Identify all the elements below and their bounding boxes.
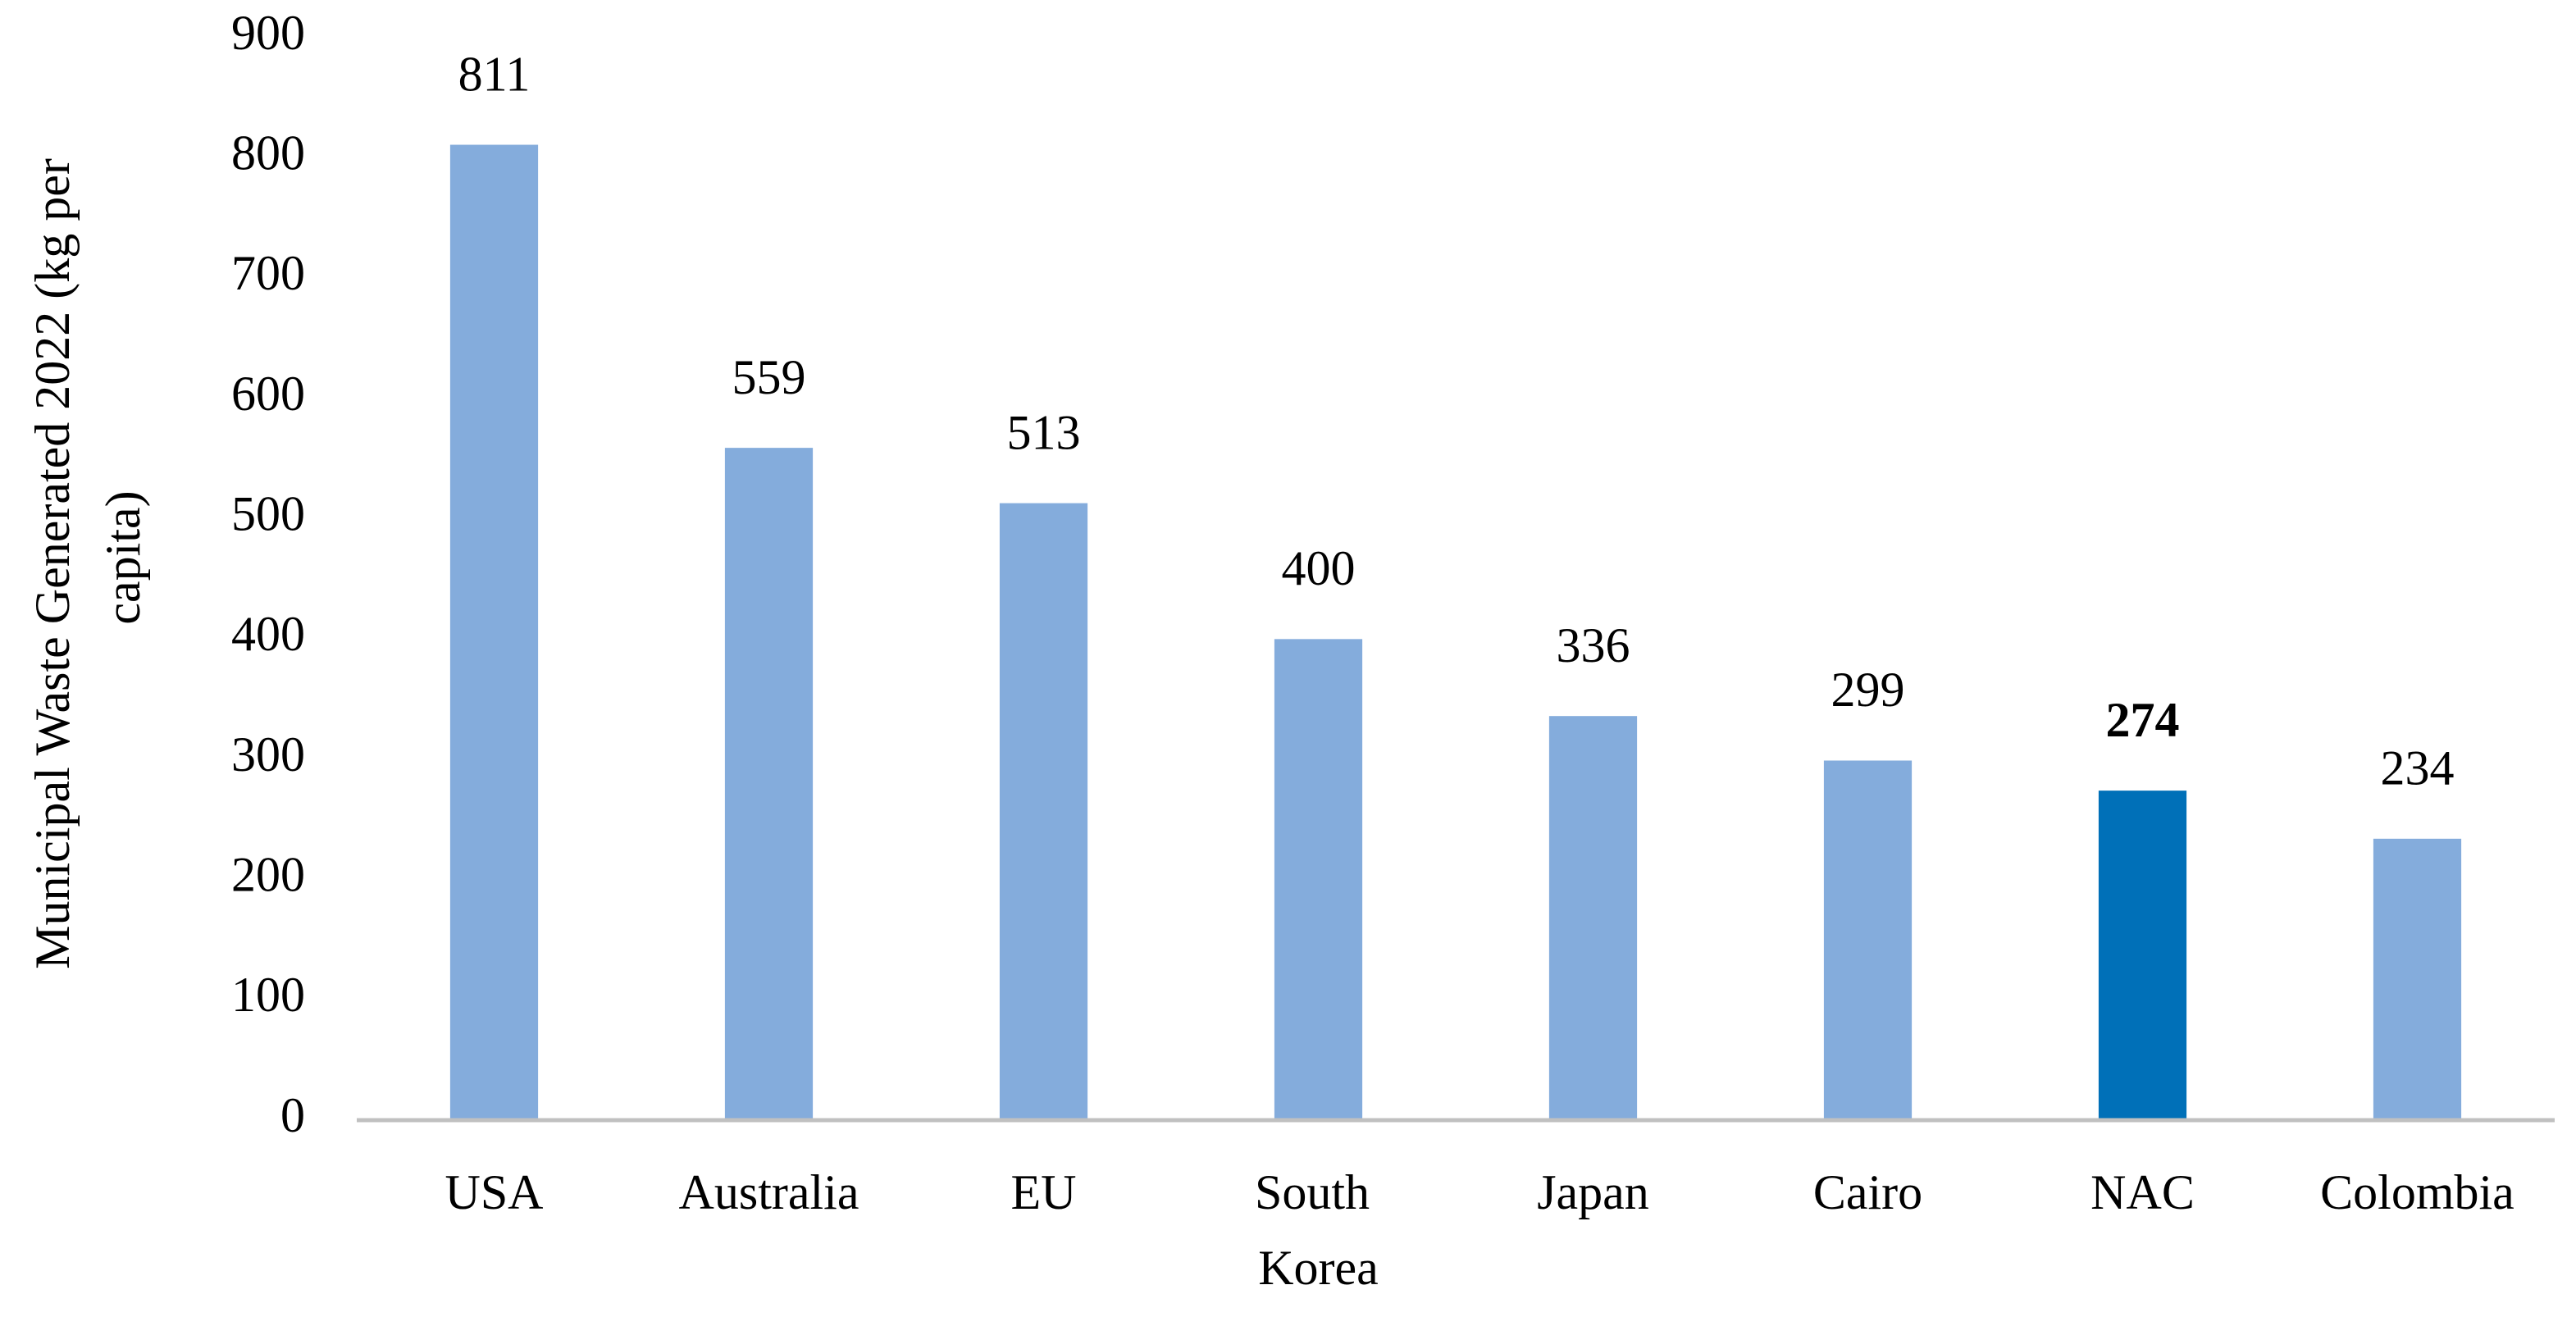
y-axis-title: Municipal Waste Generated 2022 (kg per c… [25,146,150,969]
x-tick-label: NAC [2090,1165,2195,1219]
bar [1548,716,1638,1120]
data-label: 811 [458,47,531,101]
data-label: 299 [1831,663,1905,717]
data-label: 274 [2106,693,2180,747]
bar [724,448,814,1120]
y-tick-label: 900 [231,6,305,60]
data-label: 513 [1007,405,1081,459]
data-label: 336 [1557,618,1630,672]
bar [2098,791,2187,1120]
y-tick-label: 400 [231,607,305,661]
bar [999,503,1088,1120]
y-tick-label: 700 [231,246,305,300]
data-label: 400 [1282,541,1356,595]
bar [1274,639,1363,1120]
x-tick-label: South Korea [1255,1165,1382,1295]
x-tick-label: EU [1011,1165,1077,1219]
y-tick-label: 0 [280,1088,305,1142]
x-tick-label: Cairo [1813,1165,1922,1219]
y-tick-label: 500 [231,486,305,540]
data-label: 559 [732,350,806,404]
data-label: 234 [2381,741,2455,795]
x-tick-label: Australia [679,1165,859,1219]
y-tick-label: 100 [231,968,305,1022]
x-tick-label: Japan [1537,1165,1649,1219]
bar [1823,760,1913,1120]
x-tick-label: USA [445,1165,543,1219]
y-tick-label: 800 [231,125,305,180]
y-tick-label: 600 [231,367,305,421]
bar [449,144,539,1121]
x-tick-label: Colombia [2320,1165,2514,1219]
y-tick-label: 200 [231,847,305,901]
bar [2373,838,2462,1120]
y-tick-label: 300 [231,727,305,781]
